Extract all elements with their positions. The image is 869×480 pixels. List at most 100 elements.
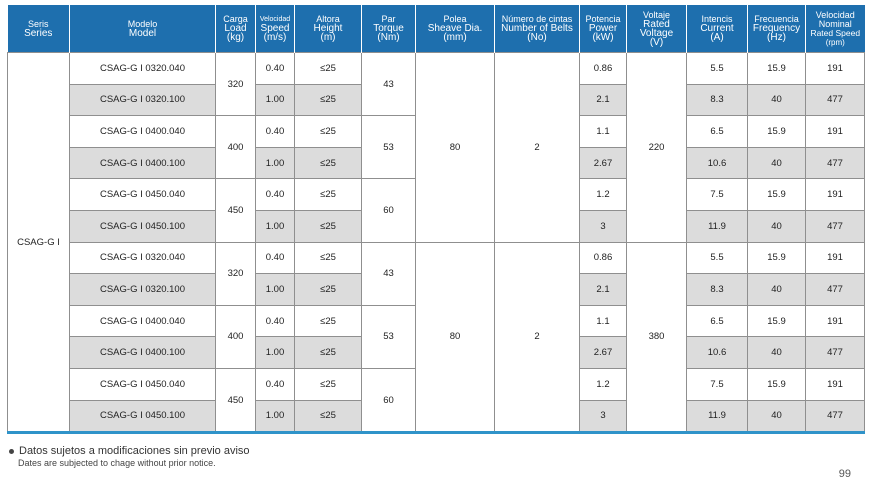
cell-height: ≤25	[294, 209, 362, 243]
cell-load: 400	[215, 304, 256, 369]
cell-height: ≤25	[294, 115, 362, 148]
page-number: 99	[838, 468, 851, 480]
cell-speed: 1.00	[255, 146, 295, 180]
cell-model: CSAG-G I 0450.100	[69, 209, 216, 243]
cell-rpm: 477	[805, 273, 865, 306]
col-header-load: Carga Load (kg)	[215, 5, 256, 53]
table-row: CSAG-G I 0450.040 450 0.40 ≤25 60 1.2 7.5 15.9 1…	[8, 367, 865, 434]
col-header-rated-speed: Velocidad Nominal Rated Speed (rpm)	[805, 5, 865, 53]
cell-current: 10.6	[686, 336, 748, 369]
cell-rpm: 191	[805, 367, 865, 401]
cell-speed: 1.00	[255, 209, 295, 243]
cell-power: 1.1	[579, 304, 627, 338]
cell-belts: 2	[494, 52, 580, 243]
cell-model: CSAG-G I 0400.040	[69, 115, 216, 148]
cell-rpm: 477	[805, 399, 865, 434]
cell-height: ≤25	[294, 273, 362, 306]
cell-frequency: 15.9	[747, 178, 806, 211]
cell-rpm: 191	[805, 178, 865, 211]
cell-current: 5.5	[686, 241, 748, 275]
cell-speed: 1.00	[255, 83, 295, 117]
cell-speed: 1.00	[255, 336, 295, 369]
col-header-series: Seris Series	[7, 5, 70, 53]
cell-sheave: 80	[415, 241, 495, 434]
cell-torque: 53	[361, 304, 416, 369]
cell-torque: 53	[361, 115, 416, 180]
cell-power: 3	[579, 209, 627, 243]
cell-model: CSAG-G I 0450.100	[69, 399, 216, 434]
col-header-frequency: Frecuencia Frequency (Hz)	[747, 5, 806, 53]
cell-current: 7.5	[686, 178, 748, 211]
cell-current: 6.5	[686, 115, 748, 148]
cell-height: ≤25	[294, 241, 362, 275]
cell-frequency: 15.9	[747, 52, 806, 85]
cell-speed: 1.00	[255, 399, 295, 434]
cell-torque: 43	[361, 241, 416, 306]
table-row: CSAG-G I 0320.100 1.00 ≤25 2.1 8.3 40 477	[8, 83, 865, 117]
cell-power: 1.1	[579, 115, 627, 148]
cell-current: 11.9	[686, 399, 748, 434]
cell-height: ≤25	[294, 146, 362, 180]
cell-speed: 1.00	[255, 273, 295, 306]
cell-frequency: 40	[747, 273, 806, 306]
table-row: CSAG-G I CSAG-G I 0320.040 320 0.40 ≤25 43 80 2…	[7, 51, 865, 434]
cell-current: 6.5	[686, 304, 748, 338]
cell-rpm: 191	[805, 115, 865, 148]
cell-power: 2.1	[579, 83, 627, 117]
col-header-speed: Velocidad Speed (m/s)	[255, 5, 295, 53]
cell-frequency: 15.9	[747, 304, 806, 338]
table-row: CSAG-G I 0400.100 1.00 ≤25 2.67 10.6 40 477	[8, 336, 865, 369]
cell-frequency: 40	[747, 146, 806, 180]
cell-current: 5.5	[686, 52, 748, 85]
footnote-spanish-text: Datos sujetos a modificaciones sin previ…	[19, 445, 250, 457]
cell-power: 1.2	[579, 367, 627, 401]
spec-table: Seris Series Modelo Model Carga Load (kg) Ve…	[7, 5, 865, 435]
table-row: CSAG-G I 0400.040 400 0.40 ≤25 53 1.1 6.5 15.9 1…	[8, 304, 865, 369]
cell-torque: 43	[361, 51, 416, 117]
cell-frequency: 40	[747, 209, 806, 243]
cell-model: CSAG-G I 0400.040	[69, 304, 216, 338]
cell-model: CSAG-G I 0450.040	[69, 178, 216, 211]
table-row: CSAG-G I 0400.100 1.00 ≤25 2.67 10.6 40 477	[8, 146, 865, 180]
table-row: CSAG-G I 0400.040 400 0.40 ≤25 53 1.1 6.5 15.9 1…	[8, 115, 865, 180]
cell-rpm: 191	[805, 241, 865, 275]
col-header-height: Altora Height (m)	[294, 5, 362, 53]
cell-rpm: 477	[805, 146, 865, 180]
cell-power: 3	[579, 399, 627, 434]
footnote-english: Dates are subjected to chage without pri…	[18, 458, 216, 468]
col-header-torque: Par Torque (Nm)	[361, 5, 416, 53]
cell-power: 1.2	[579, 178, 627, 211]
cell-load: 450	[215, 178, 256, 243]
cell-frequency: 15.9	[747, 367, 806, 401]
col-header-sheave: Polea Sheave Dia. (mm)	[415, 5, 495, 53]
cell-speed: 0.40	[255, 367, 295, 401]
cell-sheave: 80	[415, 52, 495, 243]
cell-rpm: 191	[805, 304, 865, 338]
cell-load: 450	[215, 367, 256, 434]
cell-power: 2.67	[579, 146, 627, 180]
table-row: CSAG-G I 0450.100 1.00 ≤25 3 11.9 40 477	[8, 399, 865, 434]
col-header-voltage: Voltaje Rated Voltage (V)	[626, 5, 687, 53]
spec-table-body: CSAG-G I CSAG-G I 0320.040 320 0.40 ≤25 43 80 2…	[7, 51, 865, 434]
cell-belts: 2	[494, 241, 580, 434]
cell-model: CSAG-G I 0320.100	[69, 273, 216, 306]
footnote: Datos sujetos a modificaciones sin previ…	[9, 445, 250, 468]
cell-load: 320	[215, 241, 256, 306]
cell-model: CSAG-G I 0320.100	[69, 83, 216, 117]
bullet-icon	[9, 448, 14, 454]
cell-power: 2.1	[579, 273, 627, 306]
cell-series: CSAG-G I	[7, 51, 70, 434]
cell-power: 2.67	[579, 336, 627, 369]
cell-height: ≤25	[294, 304, 362, 338]
cell-torque: 60	[361, 178, 416, 243]
cell-rpm: 477	[805, 209, 865, 243]
cell-height: ≤25	[294, 52, 362, 85]
cell-frequency: 40	[747, 336, 806, 369]
table-row: CSAG-G I 0320.040 320 0.40 ≤25 43 80 2 0.86 380 5…	[8, 241, 865, 434]
cell-model: CSAG-G I 0400.100	[69, 336, 216, 369]
col-header-power: Potencia Power (kW)	[579, 5, 627, 53]
cell-speed: 0.40	[255, 52, 295, 85]
cell-frequency: 15.9	[747, 241, 806, 275]
cell-model: CSAG-G I 0320.040	[69, 52, 216, 85]
cell-model: CSAG-G I 0320.040	[69, 241, 216, 275]
